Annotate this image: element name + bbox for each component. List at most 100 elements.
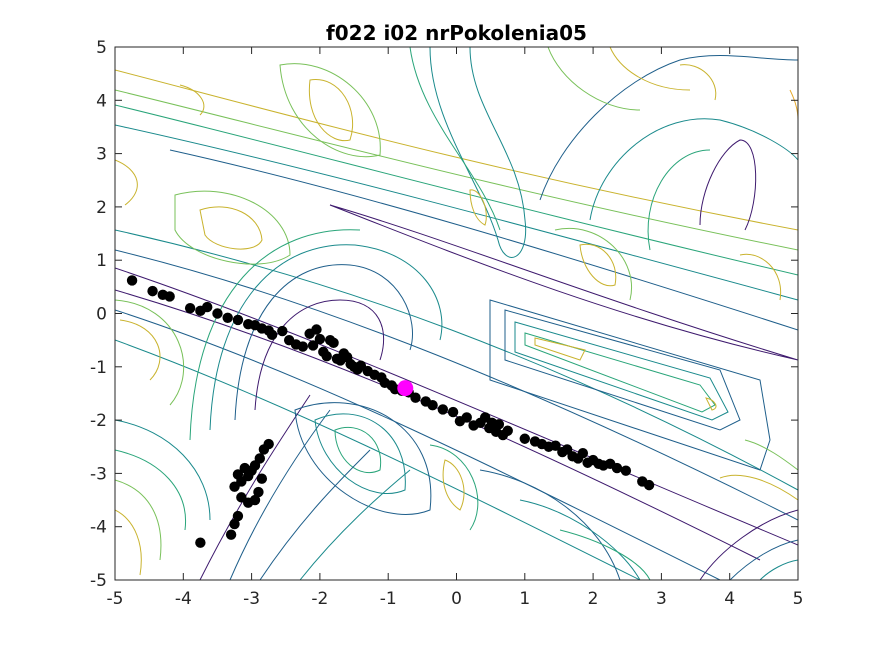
contour-pocket-r-1: [739, 253, 782, 301]
contour-lower-left-valley-2: [229, 409, 331, 580]
contour-valley-inner-2: [115, 289, 761, 561]
x-tick-label: -4: [175, 589, 192, 609]
background-contour-lines: [115, 47, 798, 580]
contour-pocket-ll-6: [115, 509, 142, 576]
contour-lower-diagonal-1: [259, 449, 371, 580]
contour-pocket-lm-5: [429, 444, 479, 531]
population-point: [232, 314, 244, 326]
contour-pocket-ul-6: [179, 84, 205, 116]
contour-arc-1: [254, 299, 385, 411]
population-point: [437, 404, 449, 415]
population-point: [643, 479, 655, 491]
axis-ticks: [114, 46, 799, 581]
y-tick-label: 5: [96, 38, 107, 58]
contour-rect-outer: [489, 299, 771, 471]
contour-pocket-lr-5: [729, 539, 798, 580]
x-tick-label: 3: [656, 589, 667, 609]
contour-pocket-ll-5: [115, 479, 162, 561]
contour-pocket-lm-2: [314, 413, 406, 494]
contour-arc-2: [234, 264, 413, 421]
y-tick-label: 0: [96, 305, 107, 325]
contour-upper-band-2: [169, 149, 798, 331]
contour-upper-band-3: [115, 124, 798, 301]
contour-pocket-lr-7: [719, 474, 798, 501]
population-point: [239, 462, 250, 474]
contour-pocket-ul-1: [199, 206, 263, 250]
contour-pocket-lm-4: [442, 459, 465, 511]
contour-pocket-ll-1: [119, 319, 161, 381]
population-point: [577, 447, 589, 459]
y-tick-label: 3: [96, 145, 107, 165]
x-tick-label: -3: [243, 589, 260, 609]
contour-pocket-ul-4: [279, 63, 381, 158]
x-tick-label: 4: [724, 589, 735, 609]
population-point: [620, 465, 632, 476]
contour-valley-mid-2: [115, 309, 721, 580]
contour-upper-band-6: [115, 69, 798, 231]
contour-upper-band-5: [115, 89, 798, 251]
x-tick-label: -5: [107, 589, 124, 609]
contour-pocket-lr-6: [759, 559, 798, 580]
population-point: [164, 291, 175, 302]
population-point: [519, 433, 530, 444]
population-point: [311, 324, 322, 335]
x-tick-label: 2: [588, 589, 599, 609]
contour-pocket-r-6: [789, 89, 798, 121]
population-point: [410, 392, 421, 403]
contour-valley-inner: [115, 267, 798, 546]
population-point: [328, 337, 339, 349]
chart-title: f022 i02 nrPokolenia05: [326, 21, 587, 45]
best-point: [397, 380, 414, 397]
contour-ridge-h: [609, 47, 691, 91]
contour-ridge-d: [589, 118, 798, 221]
x-tick-label: 1: [519, 589, 530, 609]
contour-rect-3: [524, 332, 716, 413]
population-point: [427, 399, 438, 411]
population-point: [611, 462, 623, 474]
contour-pocket-lr-3: [559, 529, 651, 580]
contour-rect-1: [504, 309, 741, 431]
contour-rect-2: [514, 321, 729, 421]
contour-upper-band-1: [329, 204, 798, 361]
contour-arc-4: [189, 229, 361, 441]
y-tick-label: -2: [90, 411, 107, 431]
contour-ridge-b: [409, 47, 501, 231]
contour-pocket-lr-4: [699, 509, 798, 580]
population-point: [493, 419, 505, 430]
contour-upper-band-4: [115, 104, 798, 276]
population-point: [232, 510, 244, 522]
population-point: [232, 469, 244, 480]
y-tick-label: 1: [96, 251, 107, 271]
x-tick-label: 5: [793, 589, 804, 609]
population-point: [256, 473, 268, 484]
scatter-points: [126, 275, 655, 548]
population-point: [253, 486, 264, 498]
contour-ridge-c: [539, 55, 798, 201]
x-tick-label: -1: [380, 589, 397, 609]
contour-ridge-g: [547, 47, 641, 111]
y-tick-label: -5: [90, 571, 107, 591]
population-point: [222, 312, 233, 323]
contour-pocket-ul-5: [115, 159, 138, 206]
contour-valley-outer: [115, 229, 798, 491]
x-tick-label: -2: [311, 589, 328, 609]
population-point: [202, 301, 213, 313]
population-point: [212, 308, 223, 319]
contour-pocket-lm-1: [334, 426, 382, 474]
contour-pocket-r-5: [679, 64, 717, 101]
contour-ridge-a: [429, 47, 527, 258]
population-point: [195, 537, 206, 548]
contour-valley-mid: [115, 249, 798, 521]
population-point: [229, 518, 240, 530]
population-point: [225, 529, 237, 540]
population-point: [447, 406, 459, 418]
contour-ridge-f: [647, 149, 711, 251]
contour-pocket-ul-2: [174, 190, 291, 265]
x-tick-label: 0: [451, 589, 462, 609]
population-point: [550, 440, 561, 451]
population-point: [266, 329, 278, 341]
x-axis-tick-labels: -5 -4 -3 -2 -1 0 1 2 3 4 5: [107, 589, 804, 609]
y-tick-label: 4: [96, 91, 107, 111]
y-tick-label: 2: [96, 198, 107, 218]
